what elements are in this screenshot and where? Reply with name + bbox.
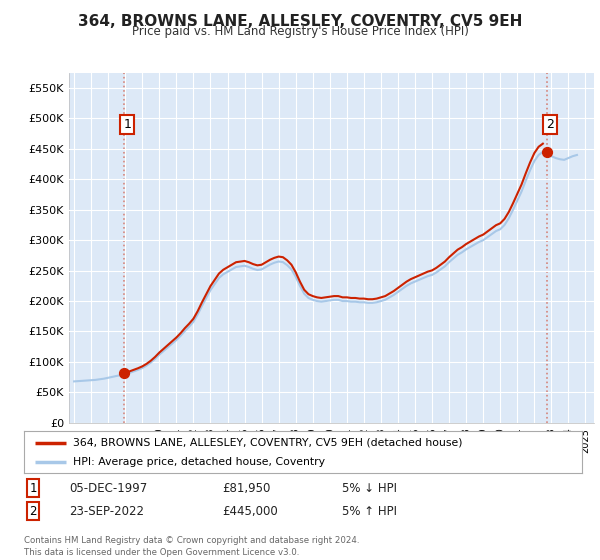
Text: 2: 2: [29, 505, 37, 518]
Text: Price paid vs. HM Land Registry's House Price Index (HPI): Price paid vs. HM Land Registry's House …: [131, 25, 469, 38]
Text: 23-SEP-2022: 23-SEP-2022: [69, 505, 144, 518]
Text: £445,000: £445,000: [222, 505, 278, 518]
Text: 1: 1: [124, 118, 131, 131]
Text: 05-DEC-1997: 05-DEC-1997: [69, 482, 147, 495]
Text: 364, BROWNS LANE, ALLESLEY, COVENTRY, CV5 9EH (detached house): 364, BROWNS LANE, ALLESLEY, COVENTRY, CV…: [73, 437, 463, 447]
Text: Contains HM Land Registry data © Crown copyright and database right 2024.
This d: Contains HM Land Registry data © Crown c…: [24, 536, 359, 557]
Text: HPI: Average price, detached house, Coventry: HPI: Average price, detached house, Cove…: [73, 457, 325, 467]
Point: [119, 368, 128, 377]
Text: £81,950: £81,950: [222, 482, 271, 495]
Point: [542, 147, 551, 156]
Text: 5% ↑ HPI: 5% ↑ HPI: [342, 505, 397, 518]
Text: 2: 2: [546, 118, 554, 131]
Text: 364, BROWNS LANE, ALLESLEY, COVENTRY, CV5 9EH: 364, BROWNS LANE, ALLESLEY, COVENTRY, CV…: [78, 14, 522, 29]
Text: 5% ↓ HPI: 5% ↓ HPI: [342, 482, 397, 495]
Text: 1: 1: [29, 482, 37, 495]
